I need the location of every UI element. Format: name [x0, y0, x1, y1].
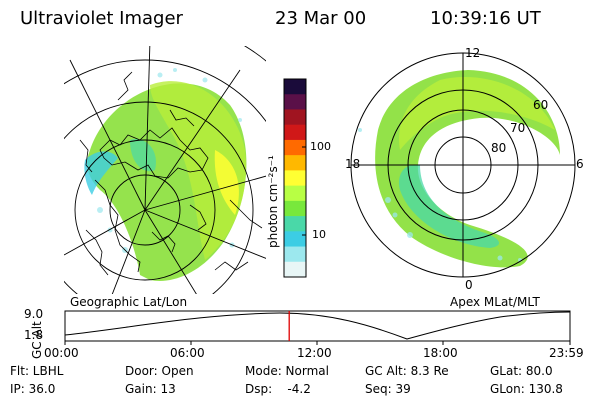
mlt-aurora-bright — [399, 77, 555, 150]
colorbar-strip — [284, 139, 306, 156]
geographic-image — [64, 46, 266, 294]
apex-polar-plot — [350, 52, 576, 278]
status-door: Door: Open — [125, 364, 194, 378]
altitude-curve — [64, 311, 571, 340]
colorbar-strip — [284, 261, 306, 278]
instrument-title: Ultraviolet Imager — [20, 8, 183, 29]
orbit-timeline — [64, 310, 571, 345]
aurora-hotspot — [214, 150, 239, 215]
mlat-label-80: 80 — [491, 141, 507, 155]
colorbar-strip — [284, 155, 306, 171]
colorbar-strip — [284, 216, 306, 232]
timeline-xtick-0600: 06:00 — [170, 346, 205, 360]
timeline-xtick-1800: 18:00 — [423, 346, 458, 360]
colorbar-strip — [284, 231, 306, 248]
aurora-dusk-edge — [84, 151, 118, 195]
mlat-label-70: 70 — [510, 121, 526, 135]
timeline-xtick-2359: 23:59 — [549, 346, 584, 360]
colorbar — [283, 78, 307, 278]
status-mode: Mode: Normal — [245, 364, 329, 378]
timeline-ticks — [64, 341, 571, 345]
mlat-label-60: 60 — [533, 98, 549, 112]
mlt-label-12: 12 — [465, 46, 481, 60]
status-gcalt: GC Alt: 8.3 Re — [365, 364, 449, 378]
status-glat: GLat: 80.0 — [490, 364, 553, 378]
colorbar-strip — [284, 94, 306, 110]
colorbar-strip — [284, 200, 306, 217]
colorbar-strip — [284, 170, 306, 187]
geo-lat-circles — [64, 46, 266, 294]
status-dsp: Dsp: -4.2 — [245, 382, 311, 396]
date-label: 23 Mar 00 — [275, 8, 367, 29]
timeline-ytick-max: 9.0 — [24, 307, 44, 321]
mlt-label-0: 0 — [465, 278, 473, 292]
time-label: 10:39:16 UT — [430, 8, 541, 29]
mlt-axes — [351, 53, 575, 277]
colorbar-strip — [284, 109, 306, 126]
status-gain: Gain: 13 — [125, 382, 176, 396]
colorbar-strip — [284, 79, 306, 95]
colorbar-tick-label-100: 100 — [310, 140, 331, 153]
left-panel-label: Geographic Lat/Lon — [70, 295, 188, 309]
status-glon: GLon: 130.8 — [490, 382, 563, 396]
timeline-ytick-min: 1.8 — [24, 328, 44, 342]
geo-lon-lines — [64, 46, 266, 294]
aurora-inner-patch — [130, 139, 156, 172]
colorbar-strip — [284, 246, 306, 263]
colorbar-frame — [283, 78, 307, 278]
status-flt: Flt: LBHL — [10, 364, 64, 378]
status-ip: IP: 36.0 — [10, 382, 56, 396]
timeline-xtick-0000: 00:00 — [44, 346, 79, 360]
right-panel-label: Apex MLat/MLT — [450, 295, 540, 309]
mlt-label-18: 18 — [345, 157, 361, 171]
mlt-label-6: 6 — [576, 157, 584, 171]
status-seq: Seq: 39 — [365, 382, 411, 396]
coastlines — [79, 71, 263, 276]
colorbar-tick-label-10: 10 — [312, 228, 326, 241]
timeline-xtick-1200: 12:00 — [297, 346, 332, 360]
colorbar-strip — [284, 124, 306, 141]
colorbar-unit-label: photon cm⁻²s⁻¹ — [266, 155, 280, 248]
colorbar-strip — [284, 185, 306, 202]
